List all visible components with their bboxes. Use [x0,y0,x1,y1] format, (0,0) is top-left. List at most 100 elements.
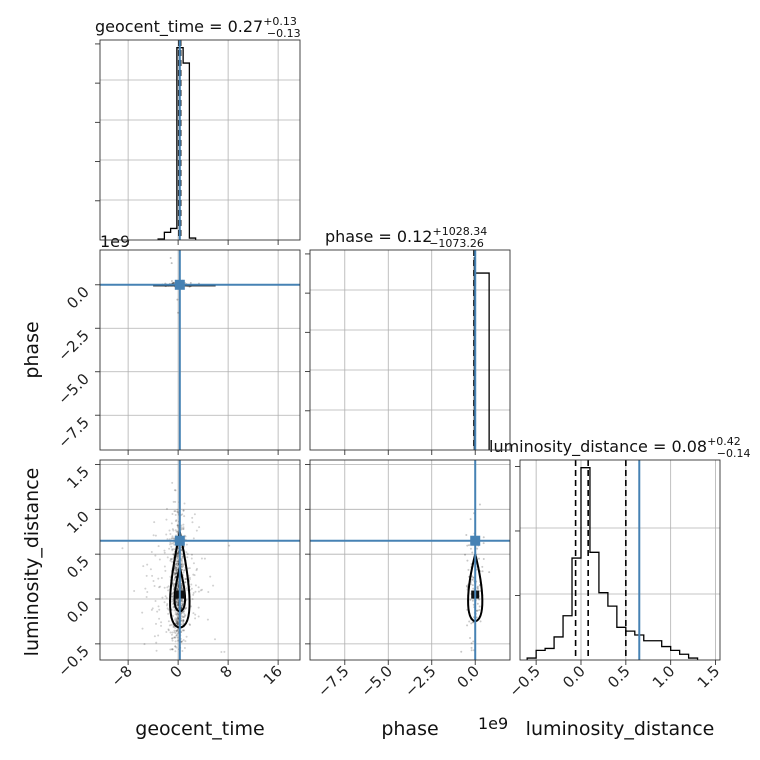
sample-point [172,584,175,587]
sample-point [175,555,178,558]
sample-point [182,509,185,512]
sample-point [183,612,186,615]
sample-point [192,612,195,615]
sample-point [153,521,156,524]
sample-point [472,640,475,643]
sample-point [166,607,169,610]
sample-point [174,576,177,579]
sample-point [171,528,174,531]
sample-point [181,640,184,643]
sample-point [180,526,183,529]
sample-point [176,628,179,631]
sample-point [176,588,179,591]
sample-point [200,557,203,560]
sample-point [173,573,176,576]
sample-point [176,560,179,563]
sample-point [183,616,186,619]
sample-point [180,549,183,552]
sample-point [180,585,183,588]
sample-point [167,620,170,623]
sample-point [171,648,174,651]
sample-point [177,621,180,624]
sample-point [185,543,188,546]
sample-point [469,636,472,639]
sample-point [172,541,175,544]
sample-point [176,639,179,642]
sample-point [180,619,183,622]
sample-point [190,583,193,586]
sample-point [174,566,177,569]
sample-point [121,547,124,550]
phase-histogram [473,257,490,450]
sample-point [466,544,469,547]
sample-point [184,577,187,580]
sample-point [176,612,179,615]
sample-point [175,622,178,625]
sample-point [177,601,180,604]
y-tick-label: −7.5 [54,413,92,451]
sample-point [175,633,178,636]
sample-point [190,553,193,556]
sample-point [174,611,177,614]
sample-point [478,503,481,506]
panel-geocent-time-marginal [95,39,301,245]
sample-point [176,619,179,622]
sample-point [174,572,177,575]
sample-point [169,543,172,546]
sample-point [183,502,186,505]
sample-point [176,298,179,301]
sample-point [174,510,177,513]
sample-point [165,533,168,536]
sample-point [169,256,172,259]
sample-point [181,629,184,632]
sample-point [176,553,179,556]
sample-point [175,630,178,633]
sample-point [182,563,185,566]
sample-point [173,510,176,513]
sample-point [180,566,183,569]
sample-point [176,530,179,533]
sample-point [176,615,179,618]
sample-point [175,646,178,649]
sample-point [182,610,185,613]
sample-point [472,576,475,579]
sample-point [177,311,180,314]
sample-point [207,591,210,594]
sample-point [171,549,174,552]
sample-point [177,607,180,610]
sample-point [176,553,179,556]
sample-point [183,647,186,650]
sample-point [195,569,198,572]
lum-phase-frame [309,459,511,661]
sample-point [163,601,166,604]
luminosity-distance-histogram [526,467,699,660]
lum-marginal-grid [520,460,720,660]
sample-point [175,604,178,607]
sample-point [180,549,183,552]
x-tick-label: −5.0 [358,662,396,700]
phase-marginal-grid [310,250,510,450]
sample-point [146,591,149,594]
sample-point [175,603,178,606]
sample-point [182,600,185,603]
sample-point [146,563,149,566]
y-tick-label: −0.5 [54,642,92,680]
sample-point [173,574,176,577]
sample-point [164,595,167,598]
sample-point [175,569,178,572]
sample-point [174,645,177,648]
sample-point [176,622,179,625]
sample-point [182,571,185,574]
offset-text-top: 1e9 [100,232,130,251]
sample-point [181,588,184,591]
sample-point [176,552,179,555]
sample-point [180,561,183,564]
sample-point [180,611,183,614]
sample-point [186,556,189,559]
sample-point [169,557,172,560]
sample-point [176,524,179,527]
sample-point [228,544,231,547]
sample-point [177,526,180,529]
sample-point [176,617,179,620]
sample-point [192,592,195,595]
